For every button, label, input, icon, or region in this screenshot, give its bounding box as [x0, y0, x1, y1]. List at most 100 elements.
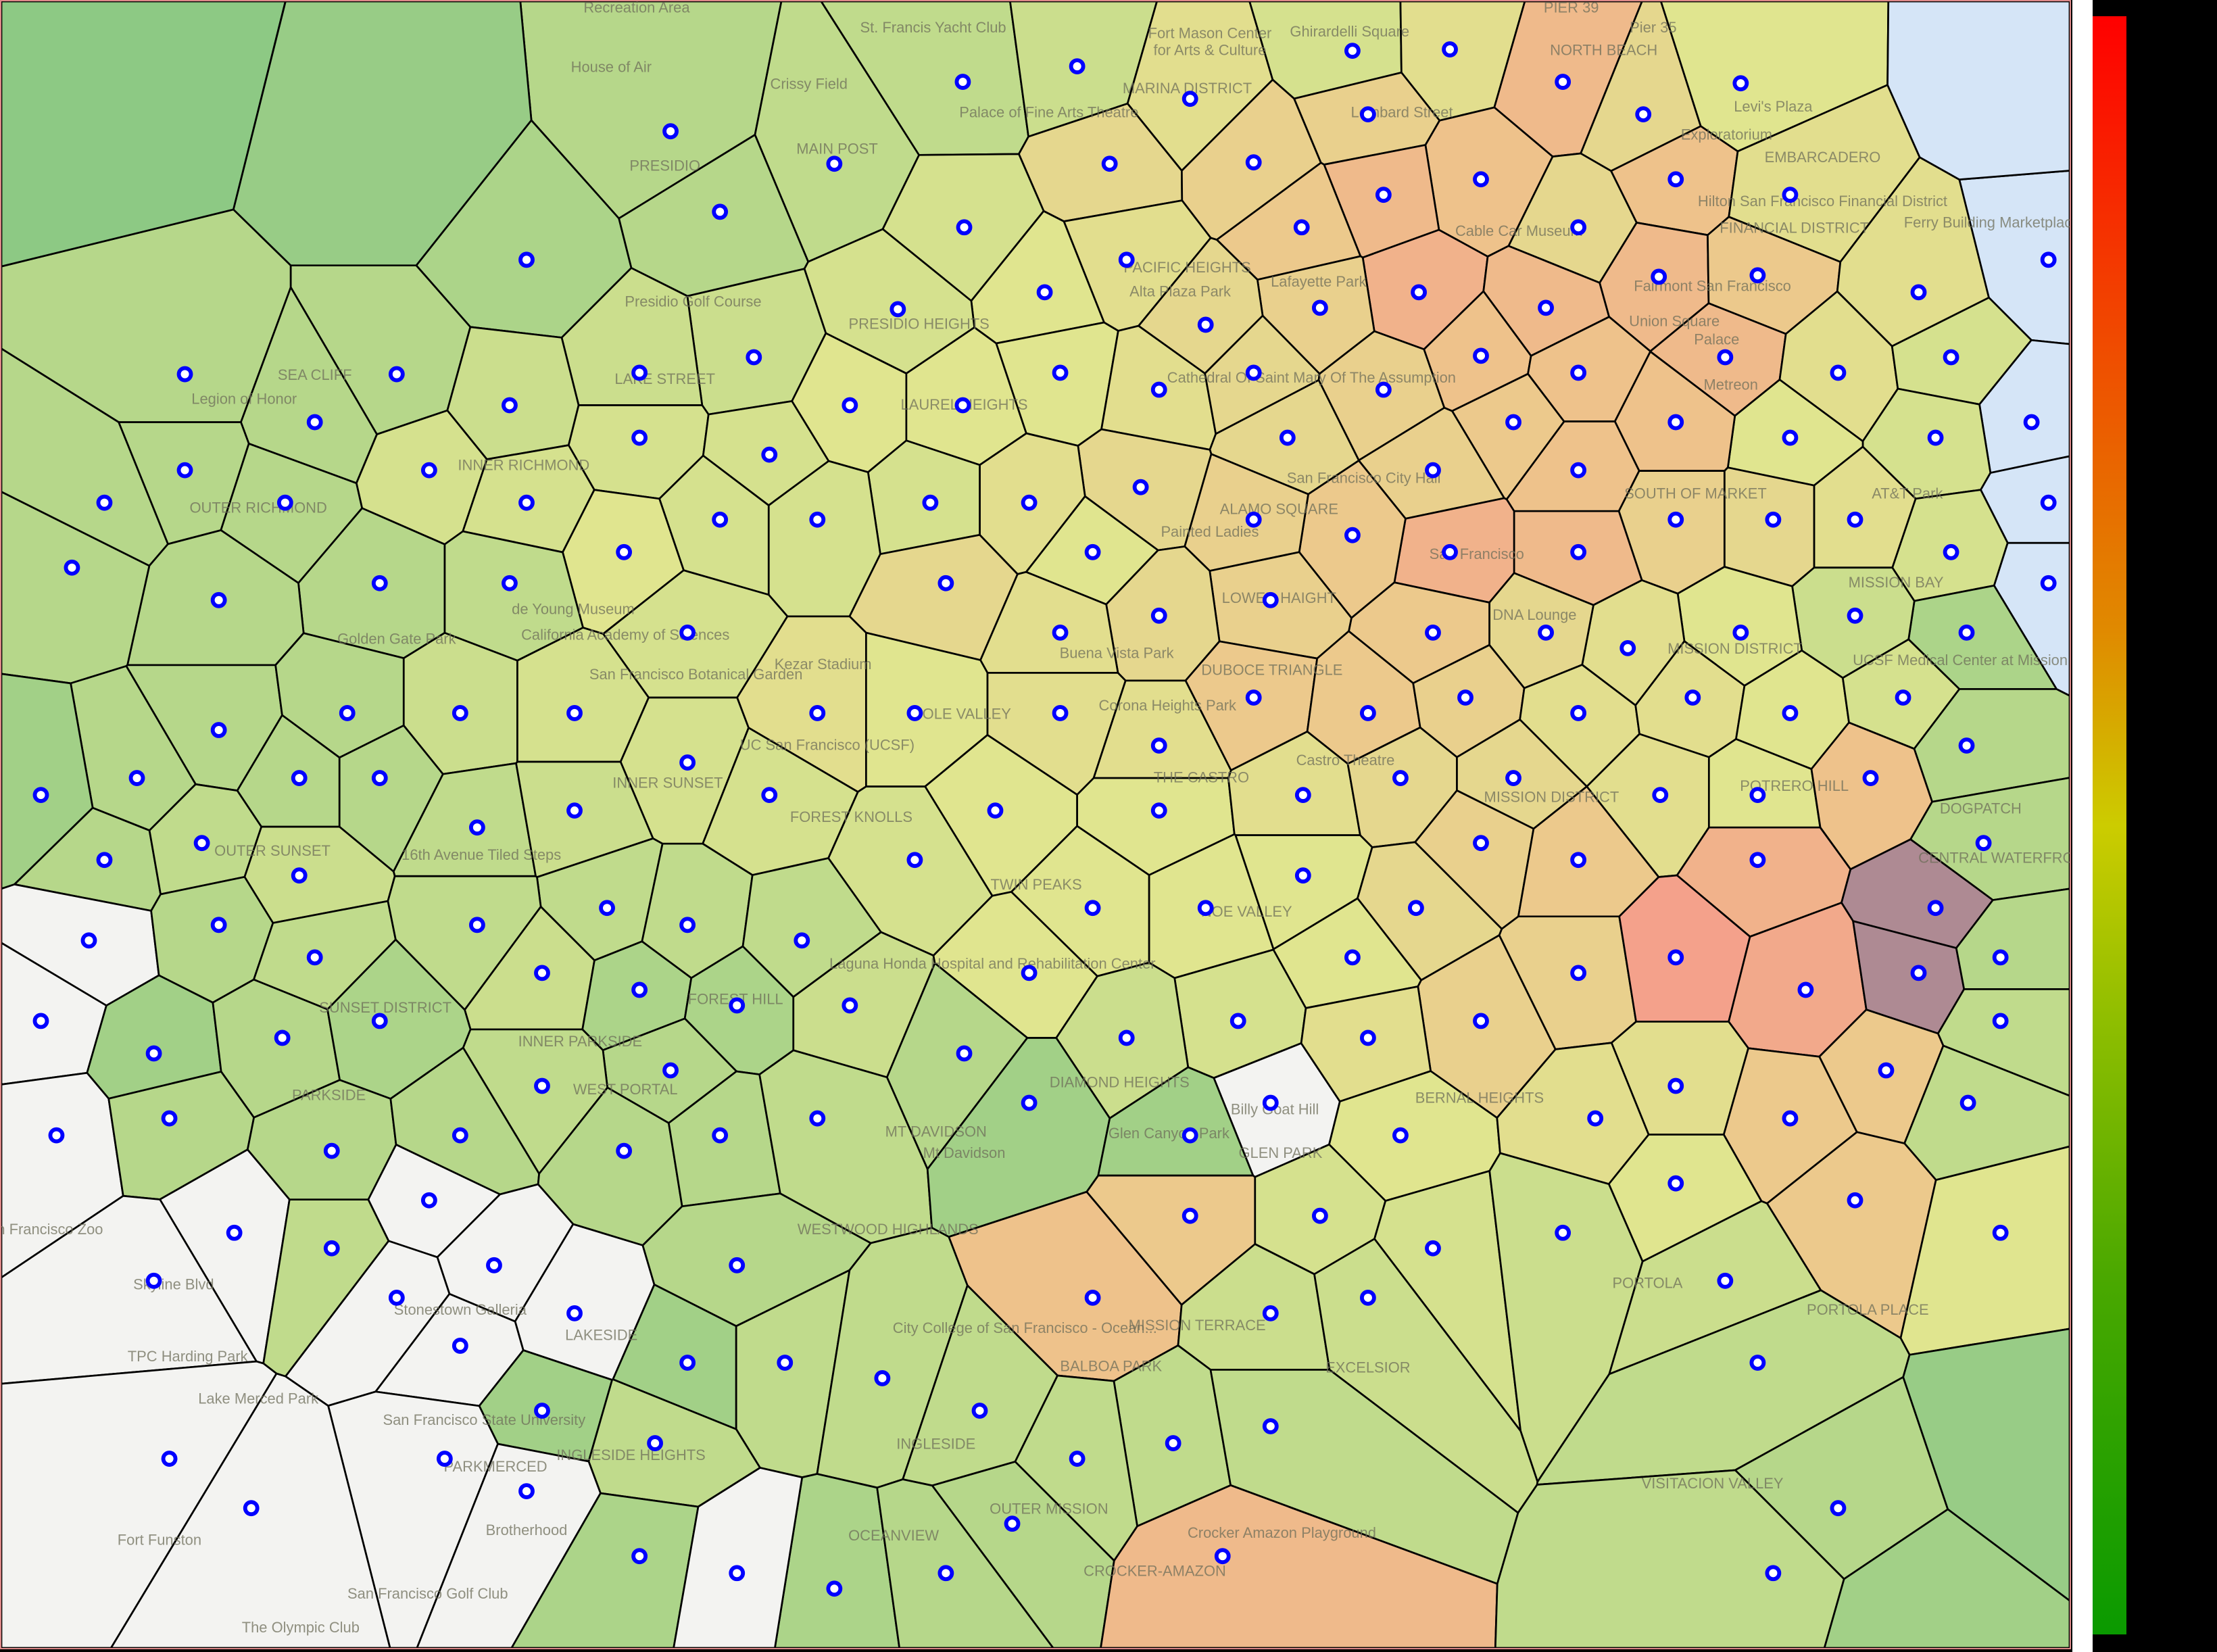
site-marker-icon[interactable] [1538, 299, 1554, 316]
site-marker-icon[interactable] [1717, 1272, 1734, 1289]
site-marker-icon[interactable] [1830, 364, 1847, 381]
site-marker-icon[interactable] [729, 997, 746, 1014]
site-marker-icon[interactable] [1473, 1013, 1489, 1029]
site-marker-icon[interactable] [956, 219, 973, 236]
site-marker-icon[interactable] [1927, 429, 1944, 446]
site-marker-icon[interactable] [1375, 187, 1392, 203]
site-marker-icon[interactable] [518, 251, 535, 268]
voronoi-cell[interactable] [1955, 888, 2070, 990]
site-marker-icon[interactable] [1311, 1207, 1328, 1224]
site-marker-icon[interactable] [1473, 835, 1489, 852]
site-marker-icon[interactable] [1862, 770, 1879, 786]
site-marker-icon[interactable] [1667, 511, 1684, 528]
site-marker-icon[interactable] [1004, 1515, 1021, 1532]
site-marker-icon[interactable] [1749, 787, 1766, 804]
voronoi-cell[interactable] [1886, 1, 2070, 181]
site-marker-icon[interactable] [566, 802, 583, 819]
site-marker-icon[interactable] [1684, 689, 1701, 706]
voronoi-cell[interactable] [1902, 1328, 2070, 1602]
site-marker-icon[interactable] [1344, 949, 1361, 966]
site-marker-icon[interactable] [161, 1110, 178, 1127]
site-marker-icon[interactable] [323, 1240, 340, 1257]
voronoi-cell[interactable] [233, 1, 533, 267]
site-marker-icon[interactable] [243, 1500, 260, 1517]
voronoi-cell[interactable] [1494, 1469, 1845, 1648]
site-marker-icon[interactable] [1667, 414, 1684, 431]
site-marker-icon[interactable] [371, 575, 388, 591]
site-marker-icon[interactable] [662, 1062, 679, 1079]
site-marker-icon[interactable] [1847, 607, 1863, 624]
site-marker-icon[interactable] [631, 364, 648, 381]
site-marker-icon[interactable] [1943, 543, 1959, 560]
site-marker-icon[interactable] [890, 301, 906, 318]
site-marker-icon[interactable] [842, 997, 858, 1014]
site-marker-icon[interactable] [1992, 1224, 2009, 1241]
site-marker-icon[interactable] [1570, 462, 1587, 479]
site-marker-icon[interactable] [937, 575, 954, 591]
site-marker-icon[interactable] [1311, 299, 1328, 316]
site-marker-icon[interactable] [388, 366, 405, 383]
site-marker-icon[interactable] [1411, 284, 1427, 301]
site-marker-icon[interactable] [226, 1224, 243, 1241]
site-marker-icon[interactable] [1635, 106, 1652, 123]
site-marker-icon[interactable] [1375, 381, 1392, 398]
site-marker-icon[interactable] [161, 1451, 178, 1467]
site-marker-icon[interactable] [1570, 364, 1587, 381]
site-marker-icon[interactable] [906, 705, 923, 721]
site-marker-icon[interactable] [1084, 543, 1101, 560]
site-marker-icon[interactable] [1021, 1094, 1038, 1111]
site-marker-icon[interactable] [1245, 154, 1262, 171]
site-marker-icon[interactable] [32, 1013, 49, 1029]
site-marker-icon[interactable] [1262, 1418, 1279, 1434]
site-marker-icon[interactable] [1150, 381, 1167, 398]
site-marker-icon[interactable] [729, 1257, 746, 1273]
site-marker-icon[interactable] [1457, 689, 1473, 706]
site-marker-icon[interactable] [1214, 1548, 1231, 1565]
site-marker-icon[interactable] [486, 1257, 502, 1273]
site-marker-icon[interactable] [1717, 349, 1734, 366]
site-marker-icon[interactable] [1294, 867, 1311, 884]
site-marker-icon[interactable] [1652, 787, 1669, 804]
site-marker-icon[interactable] [145, 1272, 162, 1289]
site-marker-icon[interactable] [1505, 770, 1521, 786]
site-marker-icon[interactable] [1587, 1110, 1604, 1127]
site-marker-icon[interactable] [306, 414, 323, 431]
voronoi-cell[interactable] [1936, 988, 2070, 1097]
site-marker-icon[interactable] [1359, 705, 1376, 721]
site-marker-icon[interactable] [971, 1403, 988, 1419]
site-marker-icon[interactable] [1749, 267, 1766, 284]
site-marker-icon[interactable] [1782, 187, 1799, 203]
site-marker-icon[interactable] [566, 705, 583, 721]
site-marker-icon[interactable] [922, 494, 939, 511]
site-marker-icon[interactable] [1782, 705, 1799, 721]
site-marker-icon[interactable] [1101, 155, 1118, 172]
site-marker-icon[interactable] [712, 203, 729, 220]
site-marker-icon[interactable] [274, 1029, 291, 1046]
site-marker-icon[interactable] [631, 429, 648, 446]
site-marker-icon[interactable] [1782, 1110, 1799, 1127]
site-marker-icon[interactable] [210, 722, 227, 738]
site-marker-icon[interactable] [1021, 494, 1038, 511]
site-marker-icon[interactable] [1245, 689, 1262, 706]
site-marker-icon[interactable] [1084, 900, 1101, 917]
site-marker-icon[interactable] [1021, 965, 1038, 981]
site-marker-icon[interactable] [1878, 1062, 1895, 1079]
site-marker-icon[interactable] [1847, 1192, 1863, 1209]
site-marker-icon[interactable] [534, 965, 550, 981]
site-marker-icon[interactable] [323, 1142, 340, 1159]
site-marker-icon[interactable] [371, 770, 388, 786]
site-marker-icon[interactable] [1442, 543, 1458, 560]
site-marker-icon[interactable] [1052, 705, 1069, 721]
site-marker-icon[interactable] [1992, 1013, 2009, 1029]
site-marker-icon[interactable] [518, 494, 535, 511]
site-marker-icon[interactable] [96, 852, 113, 869]
site-marker-icon[interactable] [1782, 429, 1799, 446]
site-marker-icon[interactable] [712, 511, 729, 528]
site-marker-icon[interactable] [1262, 591, 1279, 608]
site-marker-icon[interactable] [1847, 511, 1863, 528]
site-marker-icon[interactable] [1245, 511, 1262, 528]
site-marker-icon[interactable] [1425, 624, 1441, 641]
site-marker-icon[interactable] [1749, 1355, 1766, 1371]
site-marker-icon[interactable] [210, 917, 227, 933]
site-marker-icon[interactable] [1667, 1077, 1684, 1094]
